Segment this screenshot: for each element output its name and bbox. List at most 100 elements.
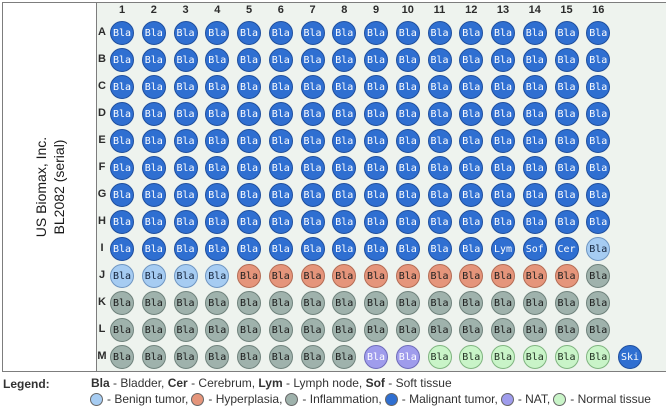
tissue-spot[interactable]: Bla [364, 129, 388, 153]
tissue-spot[interactable]: Bla [459, 21, 484, 45]
tissue-spot[interactable]: Bla [586, 129, 611, 153]
tissue-spot[interactable]: Bla [237, 318, 261, 342]
tissue-spot[interactable]: Bla [459, 291, 484, 315]
tissue-spot[interactable]: Bla [268, 183, 293, 207]
tissue-spot[interactable]: Cer [554, 237, 579, 261]
tissue-spot[interactable]: Bla [268, 264, 293, 288]
tissue-spot[interactable]: Bla [110, 21, 134, 45]
tissue-spot[interactable]: Bla [173, 264, 198, 288]
tissue-spot[interactable]: Bla [173, 102, 198, 126]
tissue-spot[interactable]: Bla [205, 48, 230, 72]
tissue-spot[interactable]: Bla [205, 291, 230, 315]
tissue-spot[interactable]: Bla [364, 156, 388, 180]
tissue-spot[interactable]: Bla [237, 291, 261, 315]
tissue-spot[interactable]: Bla [110, 345, 134, 369]
tissue-spot[interactable]: Bla [522, 345, 547, 369]
tissue-spot[interactable]: Bla [110, 102, 134, 126]
tissue-spot[interactable]: Bla [586, 264, 611, 288]
tissue-spot[interactable]: Bla [141, 75, 166, 99]
tissue-spot[interactable]: Bla [332, 21, 357, 45]
tissue-spot[interactable]: Bla [586, 75, 611, 99]
tissue-spot[interactable]: Bla [427, 48, 452, 72]
tissue-spot[interactable]: Bla [491, 156, 515, 180]
tissue-spot[interactable]: Bla [173, 48, 198, 72]
tissue-spot[interactable]: Bla [205, 318, 230, 342]
tissue-spot[interactable]: Bla [522, 129, 547, 153]
tissue-spot[interactable]: Bla [237, 345, 261, 369]
tissue-spot[interactable]: Bla [110, 264, 134, 288]
tissue-spot[interactable]: Bla [586, 345, 611, 369]
tissue-spot[interactable]: Bla [268, 48, 293, 72]
tissue-spot[interactable]: Bla [332, 291, 357, 315]
tissue-spot[interactable]: Bla [237, 48, 261, 72]
tissue-spot[interactable]: Bla [268, 345, 293, 369]
tissue-spot[interactable]: Bla [364, 237, 388, 261]
tissue-spot[interactable]: Bla [237, 21, 261, 45]
tissue-spot[interactable]: Bla [554, 102, 579, 126]
tissue-spot[interactable]: Bla [427, 291, 452, 315]
tissue-spot[interactable]: Bla [427, 21, 452, 45]
tissue-spot[interactable]: Bla [268, 210, 293, 234]
tissue-spot[interactable]: Bla [491, 102, 515, 126]
tissue-spot[interactable]: Bla [332, 318, 357, 342]
tissue-spot[interactable]: Bla [427, 183, 452, 207]
tissue-spot[interactable]: Bla [205, 264, 230, 288]
tissue-spot[interactable]: Bla [459, 75, 484, 99]
tissue-spot[interactable]: Bla [268, 21, 293, 45]
tissue-spot[interactable]: Bla [268, 102, 293, 126]
tissue-spot[interactable]: Bla [110, 237, 134, 261]
tissue-spot[interactable]: Bla [586, 183, 611, 207]
tissue-spot[interactable]: Bla [491, 183, 515, 207]
tissue-spot[interactable]: Bla [554, 75, 579, 99]
tissue-spot[interactable]: Bla [554, 183, 579, 207]
tissue-spot[interactable]: Bla [459, 345, 484, 369]
tissue-spot[interactable]: Bla [205, 345, 230, 369]
tissue-spot[interactable]: Bla [395, 291, 420, 315]
tissue-spot[interactable]: Bla [364, 264, 388, 288]
tissue-spot[interactable]: Bla [491, 48, 515, 72]
tissue-spot[interactable]: Bla [395, 156, 420, 180]
tissue-spot[interactable]: Bla [110, 291, 134, 315]
tissue-spot[interactable]: Bla [491, 291, 515, 315]
tissue-spot[interactable]: Bla [300, 102, 325, 126]
tissue-spot[interactable]: Bla [554, 21, 579, 45]
tissue-spot[interactable]: Bla [237, 102, 261, 126]
tissue-spot[interactable]: Bla [364, 210, 388, 234]
tissue-spot[interactable]: Bla [141, 345, 166, 369]
tissue-spot[interactable]: Bla [364, 318, 388, 342]
tissue-spot[interactable]: Bla [459, 129, 484, 153]
tissue-spot[interactable]: Bla [459, 102, 484, 126]
tissue-spot[interactable]: Bla [522, 48, 547, 72]
tissue-spot[interactable]: Bla [395, 183, 420, 207]
tissue-spot[interactable]: Bla [586, 102, 611, 126]
tissue-spot[interactable]: Bla [300, 48, 325, 72]
tissue-spot[interactable]: Bla [110, 318, 134, 342]
tissue-spot[interactable]: Bla [173, 156, 198, 180]
tissue-spot[interactable]: Bla [332, 183, 357, 207]
tissue-spot[interactable]: Bla [554, 156, 579, 180]
tissue-spot[interactable]: Bla [554, 48, 579, 72]
tissue-spot[interactable]: Bla [427, 345, 452, 369]
tissue-spot[interactable]: Bla [141, 183, 166, 207]
tissue-spot[interactable]: Bla [173, 183, 198, 207]
tissue-spot[interactable]: Bla [300, 345, 325, 369]
tissue-spot[interactable]: Bla [459, 156, 484, 180]
tissue-spot[interactable]: Bla [459, 318, 484, 342]
tissue-spot[interactable]: Bla [173, 21, 198, 45]
tissue-spot[interactable]: Bla [364, 291, 388, 315]
tissue-spot[interactable]: Bla [554, 210, 579, 234]
tissue-spot[interactable]: Bla [459, 210, 484, 234]
tissue-spot[interactable]: Bla [237, 264, 261, 288]
tissue-spot[interactable]: Bla [522, 183, 547, 207]
tissue-spot[interactable]: Bla [110, 210, 134, 234]
tissue-spot[interactable]: Bla [554, 318, 579, 342]
tissue-spot[interactable]: Bla [173, 129, 198, 153]
tissue-spot[interactable]: Bla [522, 264, 547, 288]
tissue-spot[interactable]: Bla [205, 183, 230, 207]
tissue-spot[interactable]: Bla [554, 345, 579, 369]
tissue-spot[interactable]: Bla [173, 291, 198, 315]
tissue-spot[interactable]: Bla [205, 21, 230, 45]
tissue-spot[interactable]: Bla [332, 156, 357, 180]
tissue-spot[interactable]: Bla [110, 129, 134, 153]
tissue-spot[interactable]: Bla [364, 48, 388, 72]
